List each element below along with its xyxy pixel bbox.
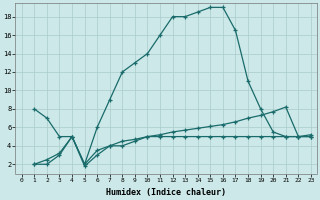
X-axis label: Humidex (Indice chaleur): Humidex (Indice chaleur) <box>106 188 226 197</box>
